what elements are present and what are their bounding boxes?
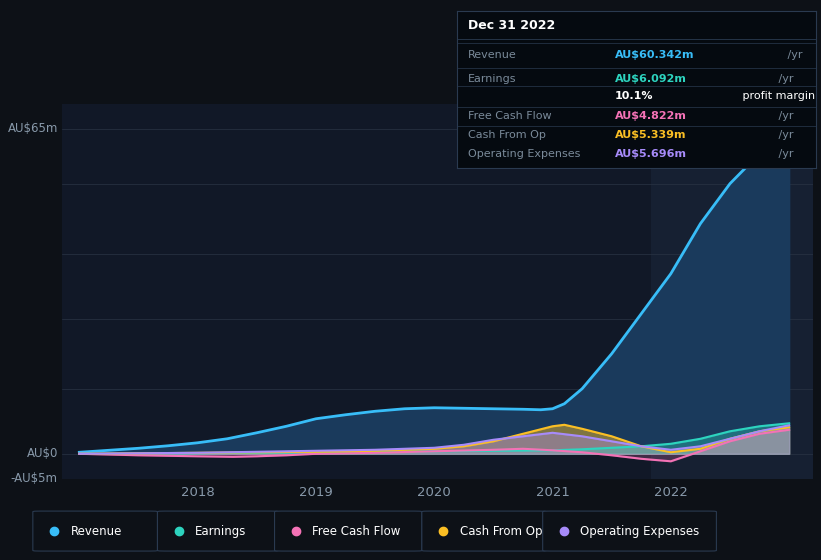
Text: Operating Expenses: Operating Expenses: [580, 525, 699, 538]
Text: 10.1%: 10.1%: [615, 91, 654, 101]
FancyBboxPatch shape: [543, 511, 717, 551]
Text: Cash From Op: Cash From Op: [460, 525, 542, 538]
Text: AU$65m: AU$65m: [7, 122, 57, 135]
FancyBboxPatch shape: [274, 511, 422, 551]
Text: Revenue: Revenue: [468, 50, 516, 60]
Text: AU$4.822m: AU$4.822m: [615, 111, 687, 122]
Text: /yr: /yr: [775, 149, 793, 159]
Bar: [651, 104, 813, 479]
Text: /yr: /yr: [775, 111, 793, 122]
Text: -AU$5m: -AU$5m: [11, 472, 57, 486]
Text: Cash From Op: Cash From Op: [468, 130, 546, 140]
Text: AU$5.696m: AU$5.696m: [615, 149, 687, 159]
Text: Earnings: Earnings: [195, 525, 246, 538]
Text: Operating Expenses: Operating Expenses: [468, 149, 580, 159]
Text: AU$6.092m: AU$6.092m: [615, 73, 687, 83]
Text: Free Cash Flow: Free Cash Flow: [312, 525, 401, 538]
FancyBboxPatch shape: [33, 511, 158, 551]
FancyBboxPatch shape: [422, 511, 547, 551]
Text: /yr: /yr: [775, 73, 793, 83]
FancyBboxPatch shape: [158, 511, 278, 551]
Text: Revenue: Revenue: [71, 525, 122, 538]
Text: Earnings: Earnings: [468, 73, 516, 83]
Text: AU$5.339m: AU$5.339m: [615, 130, 686, 140]
Text: profit margin: profit margin: [739, 91, 815, 101]
Text: Free Cash Flow: Free Cash Flow: [468, 111, 552, 122]
Text: /yr: /yr: [775, 130, 793, 140]
Text: Dec 31 2022: Dec 31 2022: [468, 19, 555, 32]
Text: AU$0: AU$0: [26, 447, 57, 460]
Text: /yr: /yr: [784, 50, 802, 60]
Text: AU$60.342m: AU$60.342m: [615, 50, 695, 60]
